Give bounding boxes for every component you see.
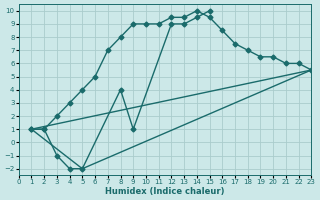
X-axis label: Humidex (Indice chaleur): Humidex (Indice chaleur) (105, 187, 225, 196)
